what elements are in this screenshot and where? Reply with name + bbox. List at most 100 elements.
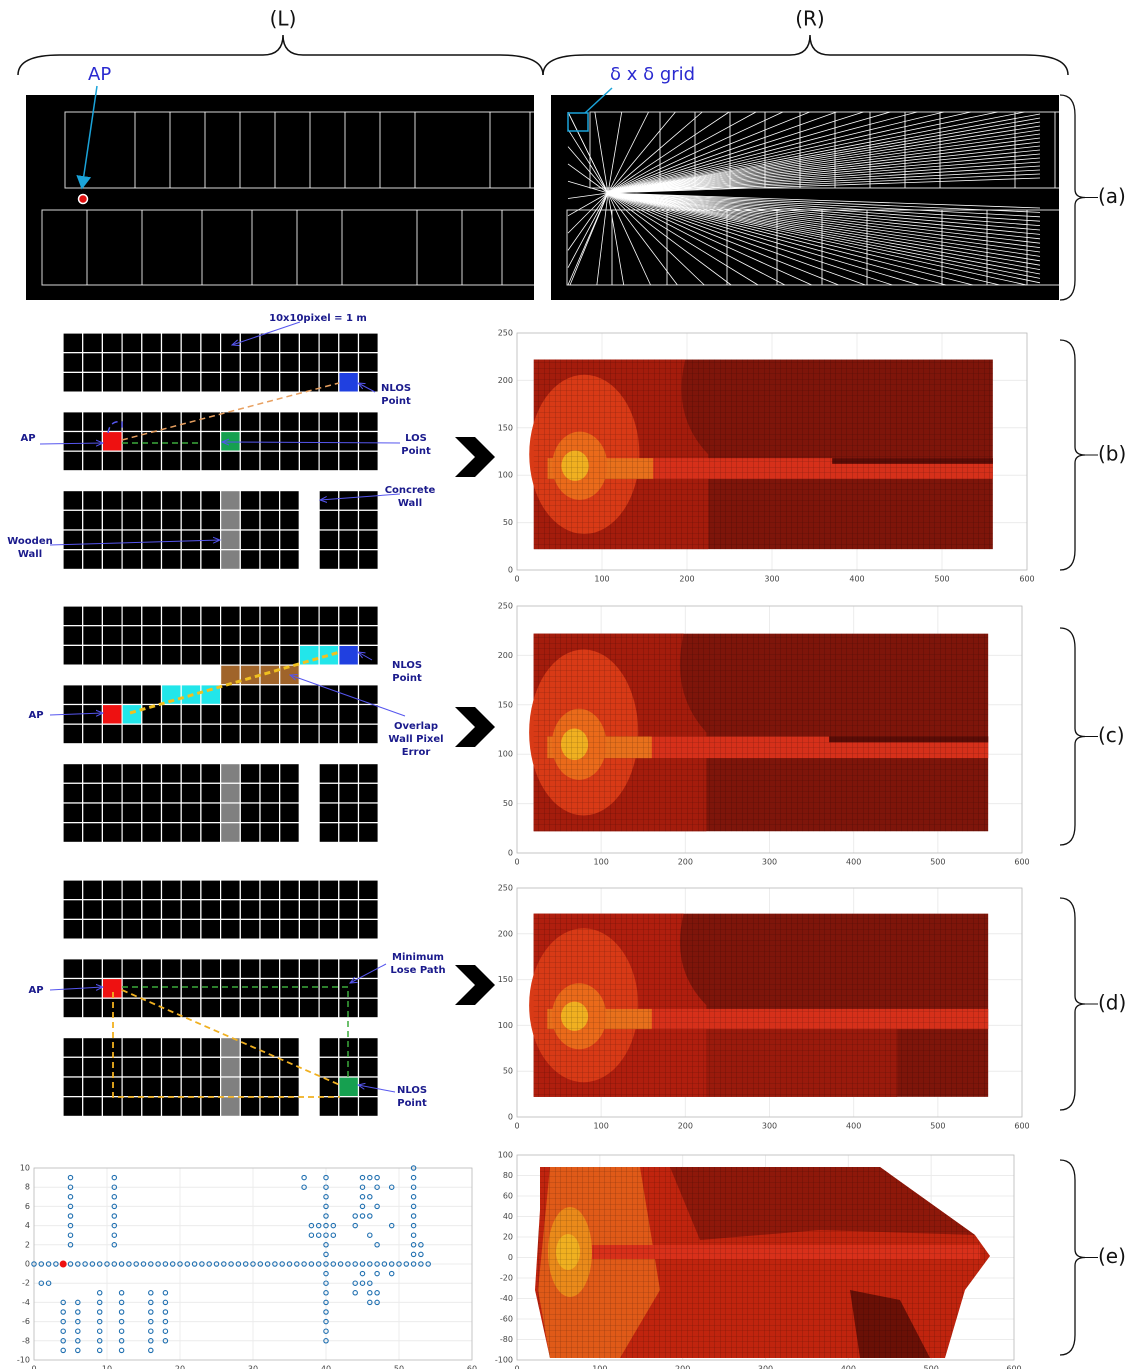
scatter-point [368,1291,372,1295]
grid-cell [280,1077,300,1097]
brace [1060,340,1085,570]
grid-cell [83,412,103,432]
y-tick-label: 0 [508,566,513,575]
grid-cell [221,705,241,725]
y-tick-label: 100 [498,750,513,759]
grid-cell [221,979,241,999]
heatmap [529,914,988,1097]
grid-cell [63,372,83,392]
scatter-point [375,1291,379,1295]
grid-cell [201,783,221,803]
grid-cell [83,919,103,939]
grid-cell [181,491,201,511]
grid-cell [63,998,83,1018]
grid-cell [83,626,103,646]
grid-cell [201,1018,221,1038]
grid-cell [122,705,142,725]
diagram-label: Overlap [394,721,438,732]
scatter-point [61,1348,65,1352]
grid-cell [142,1038,162,1058]
scatter-point [368,1195,372,1199]
grid-cell [102,645,122,665]
grid-cell [122,998,142,1018]
grid-cell [339,645,359,665]
grid-cell [63,451,83,471]
x-tick-label: 100 [594,575,609,584]
grid-cell [142,803,162,823]
grid-cell [299,764,319,784]
grid-cell [142,372,162,392]
x-tick-label: 400 [841,1365,856,1369]
grid-cell [201,959,221,979]
grid-cell [122,550,142,570]
grid-cell [83,550,103,570]
grid-cell [142,1057,162,1077]
grid-cell [122,510,142,530]
y-tick-label: -40 [500,1294,513,1303]
floorplan [26,95,534,300]
grid-cell [181,392,201,412]
cell-texture [534,634,989,832]
grid-cell [319,626,339,646]
grid-cell [260,665,280,685]
grid-cell [339,451,359,471]
grid-cell [240,705,260,725]
grid-cell [142,823,162,843]
grid-cell [102,744,122,764]
grid-cell [359,432,379,452]
grid-cell [339,626,359,646]
grid-cell [63,783,83,803]
grid-cell [359,685,379,705]
grid-cell [260,432,280,452]
grid-cell [339,685,359,705]
grid-cell [122,353,142,373]
diagram-label: Wooden [7,536,52,547]
grid-cell [240,550,260,570]
grid-cell [240,372,260,392]
grid-cell [319,803,339,823]
grid-cell [162,606,182,626]
y-tick-label: 100 [498,471,513,480]
grid-cell [83,783,103,803]
grid-cell [299,823,319,843]
grid-cell [319,764,339,784]
grid-cell [162,1038,182,1058]
diagram-label: Wall Pixel [388,734,443,745]
grid-cell [83,764,103,784]
grid-cell [181,783,201,803]
x-tick-label: 200 [679,575,694,584]
x-tick-label: 100 [594,858,609,867]
grid-cell [221,606,241,626]
grid-cell [102,606,122,626]
diagram-label: Point [392,673,422,684]
row-label: (a) [1098,184,1126,208]
grid-cell [142,471,162,491]
y-tick-label: 0 [508,849,513,858]
grid-cell [201,744,221,764]
row-label: (b) [1098,442,1126,466]
scatter-point [411,1214,415,1218]
grid-cell [201,491,221,511]
x-tick-label: 60 [467,1365,477,1369]
grid-cell [359,451,379,471]
grid-cell [162,744,182,764]
grid-cell [83,432,103,452]
column-label: (L) [270,7,297,31]
scatter-point [163,1329,167,1333]
grid-diagram [63,606,378,842]
grid-cell [162,372,182,392]
grid-cell [102,471,122,491]
scatter-point [149,1329,153,1333]
grid-cell [142,880,162,900]
grid-cell [359,1057,379,1077]
grid-cell [339,530,359,550]
grid-cell [319,606,339,626]
grid-cell [339,510,359,530]
grid-cell [240,783,260,803]
grid-cell [240,919,260,939]
grid-cell [63,823,83,843]
grid-diagram [63,880,378,1116]
grid-cell [240,451,260,471]
x-tick-label: 20 [175,1365,185,1369]
grid-cell [280,530,300,550]
